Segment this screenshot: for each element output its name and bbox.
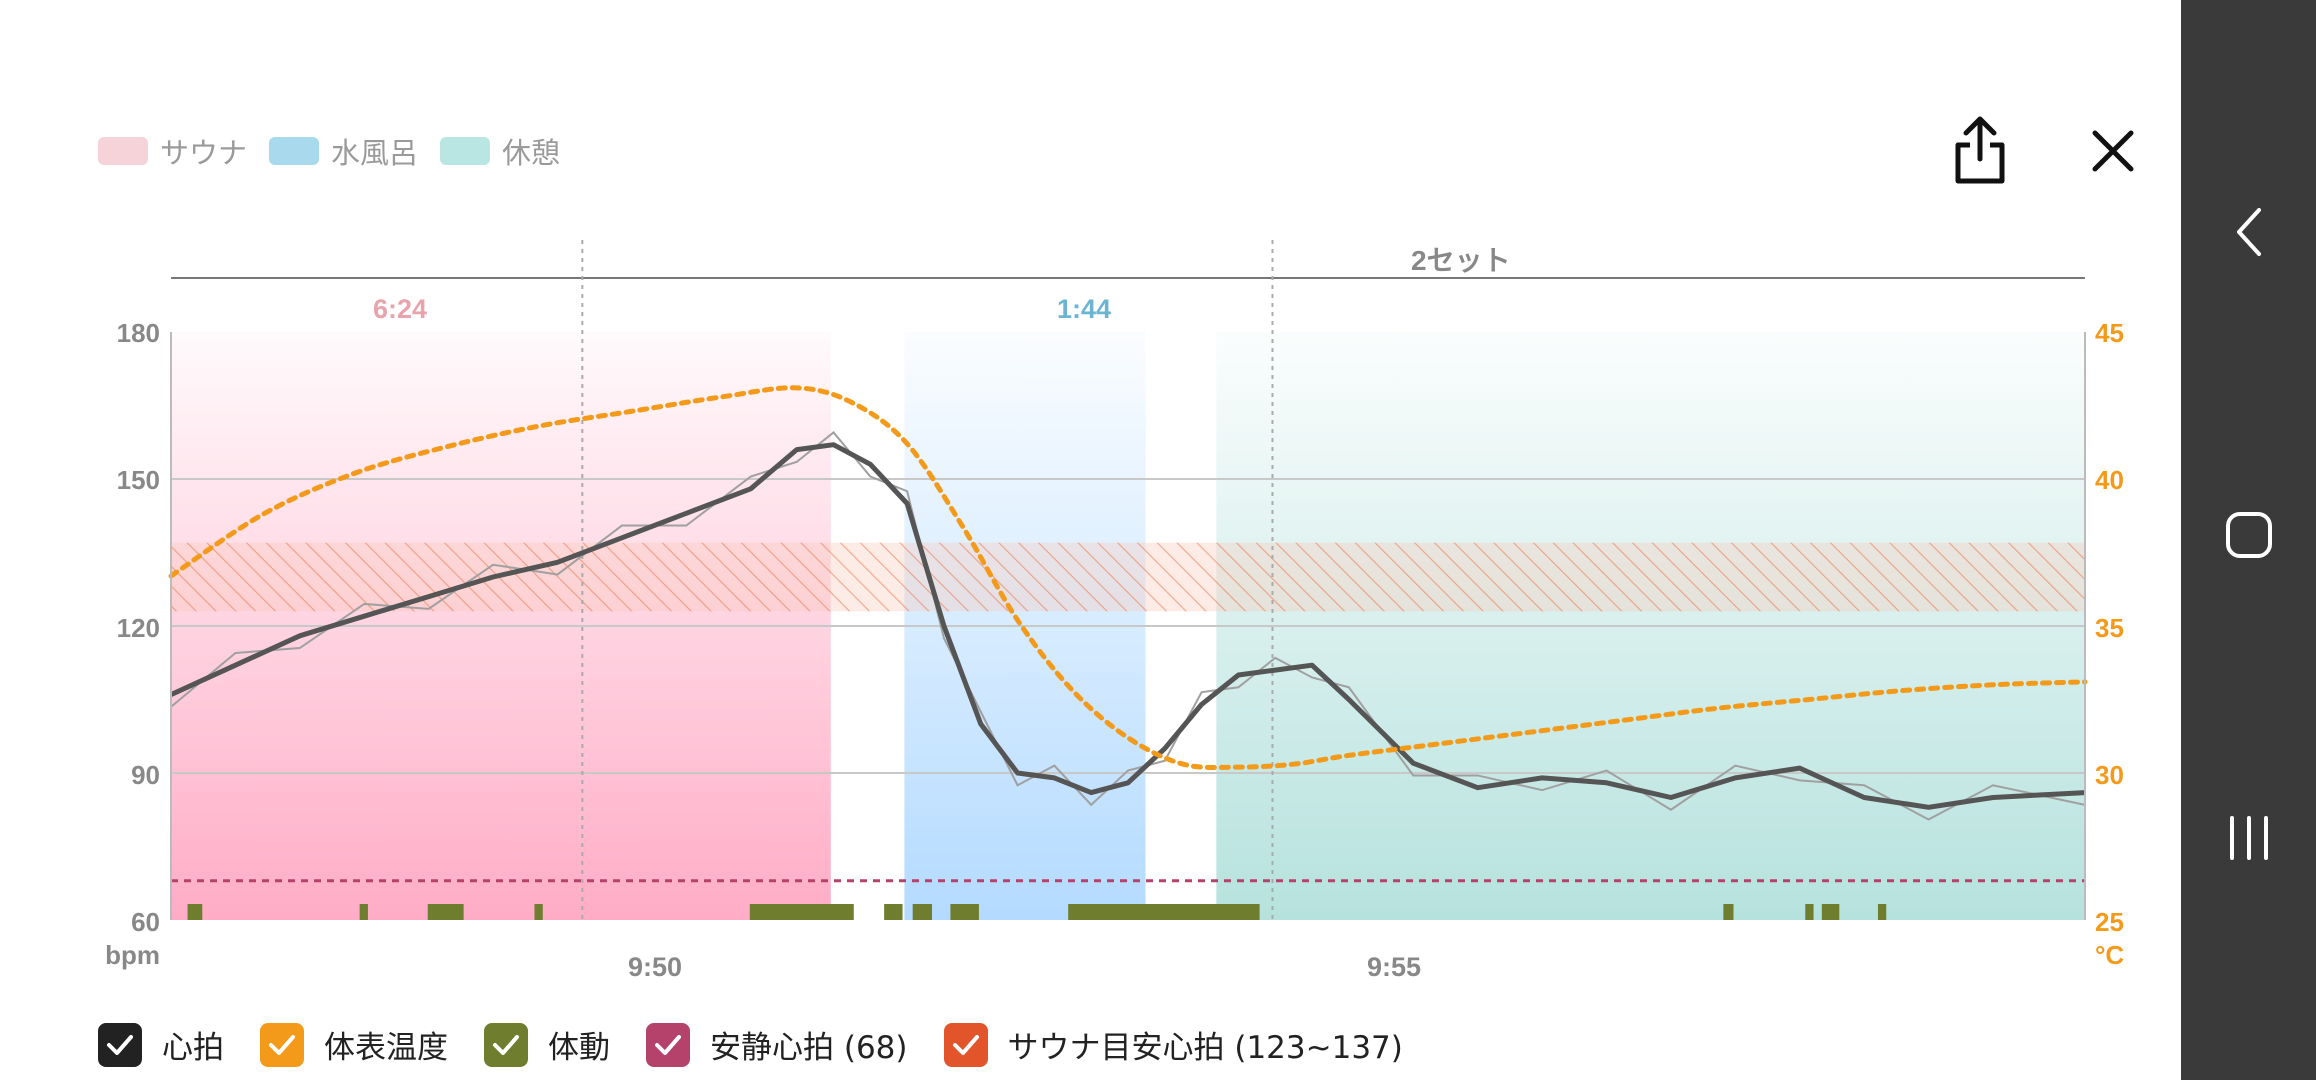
y2-tick-label: 35 — [2095, 613, 2124, 643]
y-tick-label: 90 — [131, 760, 160, 790]
cold-bath-duration-label: 1:44 — [1057, 294, 1111, 324]
motion-bars — [187, 904, 1887, 920]
y-tick-label: 120 — [117, 613, 160, 643]
sauna-duration-label: 6:24 — [373, 294, 427, 324]
check-icon[interactable] — [484, 1022, 528, 1067]
toggle-heart-rate[interactable]: 心拍 — [98, 1022, 224, 1067]
check-icon[interactable] — [646, 1022, 690, 1067]
legend-rest: 休憩 — [440, 130, 560, 172]
y-tick-label: 60 — [131, 907, 160, 937]
x-tick-label: 9:55 — [1367, 952, 1421, 982]
toggle-motion[interactable]: 体動 — [484, 1022, 610, 1067]
legend-heart-rate-label: 心拍 — [162, 1030, 224, 1066]
y2-tick-label: 45 — [2095, 318, 2124, 348]
motion-bar — [1821, 904, 1840, 920]
body-temperature-line — [168, 385, 2088, 770]
cold-bath-swatch — [269, 137, 320, 165]
motion-bar — [359, 904, 368, 920]
y-tick-label: 150 — [117, 465, 160, 495]
x-tick-label: 9:50 — [628, 952, 682, 982]
motion-bar — [187, 904, 203, 920]
sauna-swatch — [98, 137, 148, 165]
legend-body-temperature-label: 体表温度 — [324, 1030, 448, 1066]
left-axis-unit: bpm — [105, 940, 160, 970]
heart-rate-chart: 2セット 6:24 1:44 180 150 120 90 60 bpm 45 … — [105, 240, 2124, 982]
right-axis-unit: °C — [2095, 940, 2124, 970]
target-heart-rate-band — [171, 542, 2085, 612]
home-icon — [2225, 512, 2272, 558]
heart-rate-raw-line — [170, 431, 2086, 821]
motion-bar — [427, 904, 464, 920]
toggle-body-temperature[interactable]: 体表温度 — [260, 1022, 448, 1067]
share-button[interactable] — [1948, 112, 2012, 188]
motion-bar — [1723, 904, 1734, 920]
legend-cold-bath-label: 水風呂 — [331, 136, 419, 170]
motion-bar — [749, 904, 854, 920]
check-icon[interactable] — [260, 1022, 304, 1067]
toggle-target-heart-rate[interactable]: サウナ目安心拍 (123~137) — [943, 1022, 1403, 1067]
segment-legend: サウナ 水風呂 休憩 — [98, 130, 582, 172]
legend-sauna: サウナ — [98, 130, 247, 172]
series-legend: 心拍 体表温度 体動 安静心拍 (68) サウナ目安心拍 (123~137) — [98, 1022, 1439, 1067]
back-icon — [2236, 208, 2261, 256]
close-button[interactable] — [2088, 124, 2138, 178]
recents-button[interactable] — [2181, 808, 2316, 868]
home-button[interactable] — [2181, 500, 2316, 570]
legend-cold-bath: 水風呂 — [269, 130, 418, 172]
heart-rate-line — [169, 442, 2086, 810]
motion-bar — [884, 904, 903, 920]
check-icon[interactable] — [943, 1022, 988, 1067]
motion-bar — [912, 904, 932, 920]
motion-bar — [534, 904, 543, 920]
legend-rest-label: 休憩 — [502, 136, 561, 170]
y2-tick-label: 30 — [2095, 760, 2124, 790]
navigation-bar — [2181, 0, 2316, 1080]
legend-motion-label: 体動 — [548, 1030, 610, 1066]
share-icon — [1955, 116, 2005, 184]
check-icon[interactable] — [98, 1022, 142, 1067]
rest-swatch — [440, 137, 491, 165]
back-button[interactable] — [2181, 200, 2316, 264]
y2-tick-label: 25 — [2095, 907, 2124, 937]
legend-target-heart-rate-label: サウナ目安心拍 (123~137) — [1007, 1030, 1403, 1066]
close-icon — [2092, 130, 2134, 172]
legend-sauna-label: サウナ — [160, 136, 248, 170]
y-tick-label: 180 — [117, 318, 160, 348]
set-label: 2セット — [1411, 245, 1511, 276]
motion-bar — [1805, 904, 1814, 920]
y2-tick-label: 40 — [2095, 465, 2124, 495]
legend-resting-heart-rate-label: 安静心拍 (68) — [710, 1030, 908, 1066]
toggle-resting-heart-rate[interactable]: 安静心拍 (68) — [646, 1022, 908, 1067]
motion-bar — [1877, 904, 1887, 920]
motion-bar — [1068, 904, 1260, 920]
recents-icon — [2229, 816, 2268, 860]
motion-bar — [950, 904, 979, 920]
